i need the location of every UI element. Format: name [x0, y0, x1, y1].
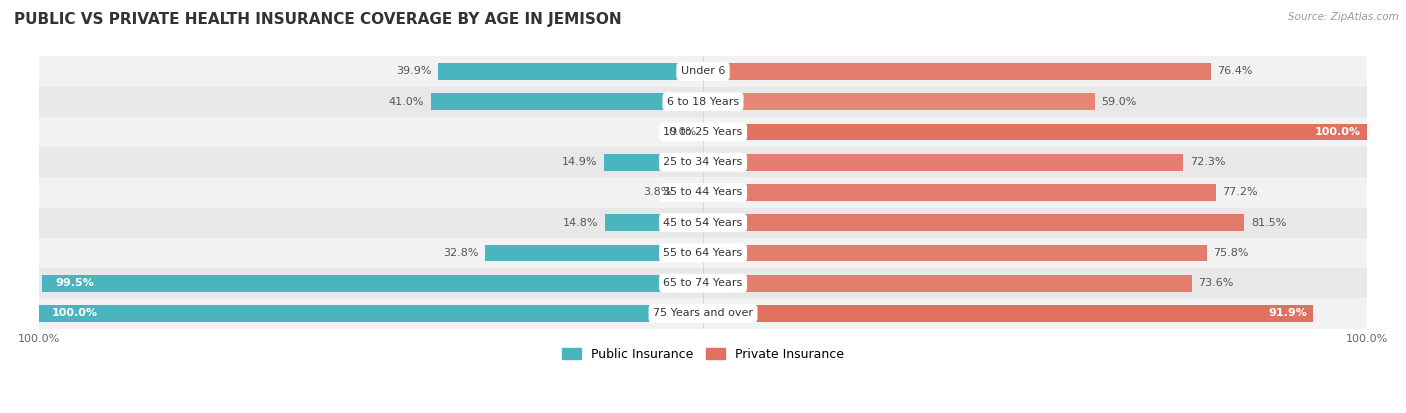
Text: 0.0%: 0.0%: [668, 127, 696, 137]
Bar: [703, 154, 1184, 171]
Bar: [39, 238, 1367, 268]
Text: 35 to 44 Years: 35 to 44 Years: [664, 188, 742, 197]
Bar: [39, 305, 703, 322]
Bar: [605, 154, 703, 171]
Bar: [39, 117, 1367, 147]
Text: 39.9%: 39.9%: [396, 66, 432, 76]
Bar: [703, 214, 1244, 231]
Bar: [39, 298, 1367, 329]
Bar: [703, 275, 1192, 292]
Bar: [39, 147, 1367, 177]
Text: 75.8%: 75.8%: [1213, 248, 1249, 258]
Bar: [485, 244, 703, 261]
Bar: [605, 214, 703, 231]
Legend: Public Insurance, Private Insurance: Public Insurance, Private Insurance: [557, 343, 849, 366]
Text: 77.2%: 77.2%: [1222, 188, 1258, 197]
Text: 3.8%: 3.8%: [643, 188, 671, 197]
Text: 32.8%: 32.8%: [443, 248, 478, 258]
Bar: [703, 305, 1313, 322]
Text: 72.3%: 72.3%: [1189, 157, 1226, 167]
Text: 73.6%: 73.6%: [1198, 278, 1234, 288]
Text: 6 to 18 Years: 6 to 18 Years: [666, 97, 740, 107]
Text: 99.5%: 99.5%: [55, 278, 94, 288]
Bar: [39, 268, 1367, 298]
Text: 65 to 74 Years: 65 to 74 Years: [664, 278, 742, 288]
Text: 75 Years and over: 75 Years and over: [652, 309, 754, 318]
Text: 59.0%: 59.0%: [1101, 97, 1137, 107]
Bar: [703, 123, 1367, 140]
Text: 45 to 54 Years: 45 to 54 Years: [664, 218, 742, 228]
Bar: [703, 63, 1211, 80]
Bar: [703, 93, 1095, 110]
Text: 14.8%: 14.8%: [562, 218, 598, 228]
Text: 55 to 64 Years: 55 to 64 Years: [664, 248, 742, 258]
Text: 14.9%: 14.9%: [562, 157, 598, 167]
Text: PUBLIC VS PRIVATE HEALTH INSURANCE COVERAGE BY AGE IN JEMISON: PUBLIC VS PRIVATE HEALTH INSURANCE COVER…: [14, 12, 621, 27]
Text: 81.5%: 81.5%: [1251, 218, 1286, 228]
Bar: [39, 177, 1367, 208]
Bar: [678, 184, 703, 201]
Text: 100.0%: 100.0%: [52, 309, 98, 318]
Text: 25 to 34 Years: 25 to 34 Years: [664, 157, 742, 167]
Bar: [42, 275, 703, 292]
Bar: [39, 208, 1367, 238]
Bar: [430, 93, 703, 110]
Bar: [703, 244, 1206, 261]
Bar: [39, 87, 1367, 117]
Text: 19 to 25 Years: 19 to 25 Years: [664, 127, 742, 137]
Text: Under 6: Under 6: [681, 66, 725, 76]
Text: 76.4%: 76.4%: [1218, 66, 1253, 76]
Bar: [437, 63, 703, 80]
Bar: [703, 184, 1216, 201]
Bar: [39, 56, 1367, 87]
Text: Source: ZipAtlas.com: Source: ZipAtlas.com: [1288, 12, 1399, 22]
Text: 100.0%: 100.0%: [1315, 127, 1361, 137]
Text: 41.0%: 41.0%: [388, 97, 425, 107]
Text: 91.9%: 91.9%: [1268, 309, 1306, 318]
